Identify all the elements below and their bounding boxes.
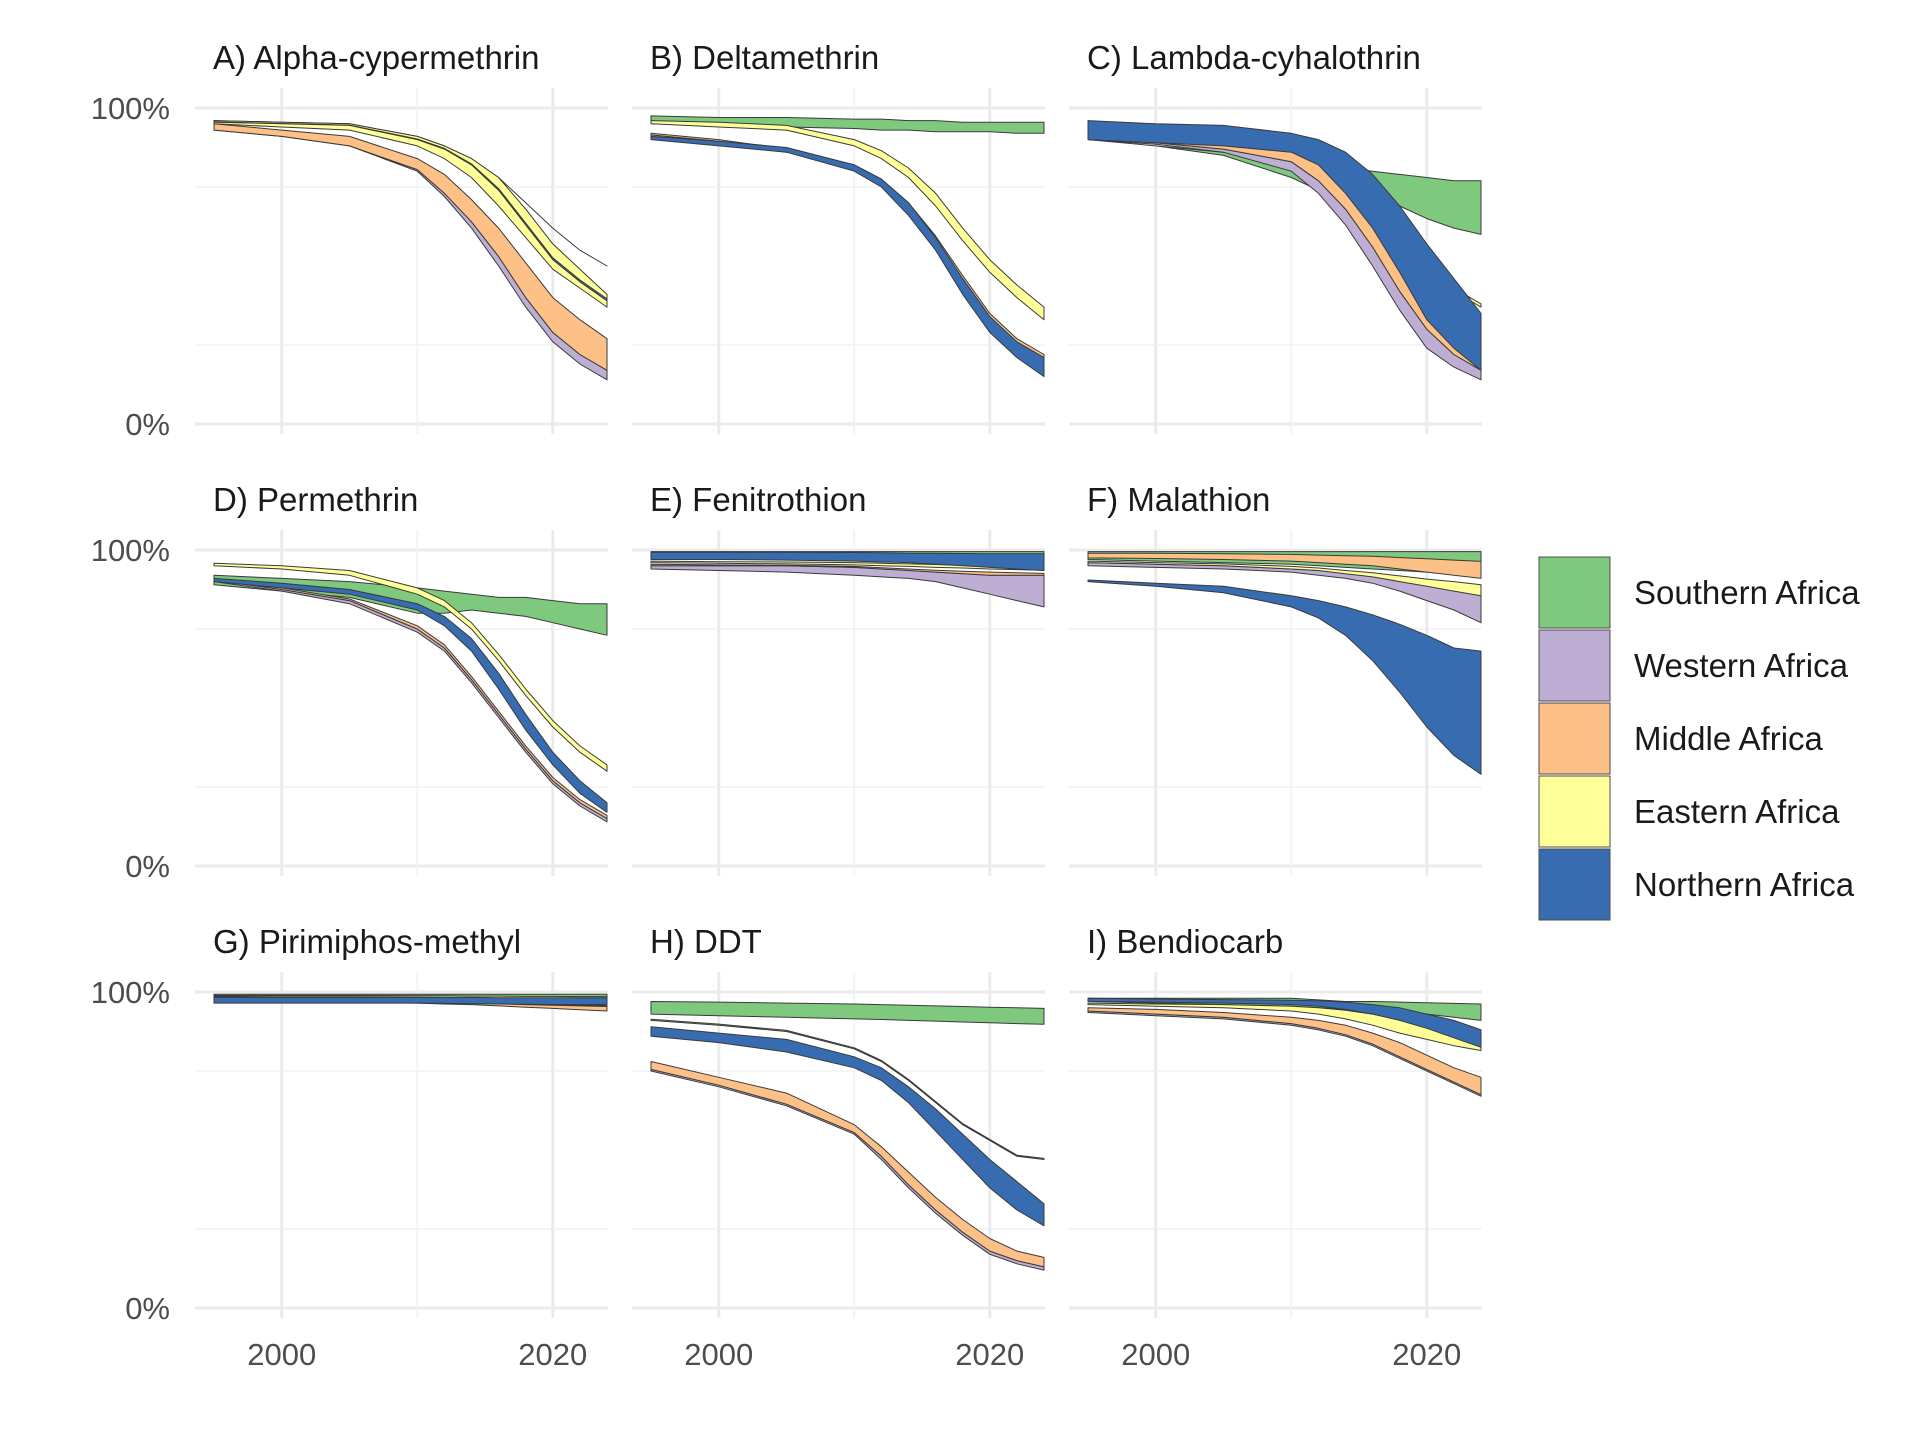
panel-i-bendiocarb: I) Bendiocarb [1069, 923, 1482, 1318]
panel-grid [632, 972, 1045, 1318]
legend-item-northern-africa: Northern Africa [1538, 848, 1855, 921]
panel-title: F) Malathion [1087, 481, 1270, 518]
panel-title: G) Pirimiphos-methyl [213, 923, 521, 960]
band-middle-africa [1087, 1007, 1482, 1096]
band-northern-africa [650, 135, 1045, 378]
band-northern-africa [213, 577, 608, 813]
band-eastern-africa [213, 562, 608, 772]
panel-title: E) Fenitrothion [650, 481, 866, 518]
band-eastern-africa [650, 1018, 1045, 1160]
panel-h-ddt: H) DDT [632, 923, 1045, 1318]
x-tick-label: 2000 [247, 1337, 316, 1372]
x-tick-label: 2000 [1121, 1337, 1190, 1372]
band-northern-africa [1087, 120, 1482, 371]
legend-label: Northern Africa [1634, 866, 1855, 903]
band-northern-africa [650, 551, 1045, 571]
band-northern-africa [213, 121, 608, 302]
panel-title: H) DDT [650, 923, 762, 960]
panel-f-malathion: F) Malathion [1069, 481, 1482, 876]
panel-grid [632, 88, 1045, 434]
band-northern-africa [650, 1026, 1045, 1227]
legend-label: Western Africa [1634, 647, 1849, 684]
band-middle-africa [650, 563, 1045, 576]
legend-swatch [1538, 848, 1611, 921]
y-tick-label: 100% [91, 533, 170, 568]
band-northern-africa [1087, 997, 1482, 1048]
y-tick-label: 0% [125, 849, 170, 884]
panel-title: B) Deltamethrin [650, 39, 879, 76]
legend-swatch [1538, 775, 1611, 848]
band-middle-africa [213, 577, 608, 820]
legend-swatch [1538, 556, 1611, 629]
band-northern-africa [213, 996, 608, 1006]
band-middle-africa [213, 123, 608, 371]
band-eastern-africa [1087, 560, 1482, 597]
panel-title: I) Bendiocarb [1087, 923, 1283, 960]
y-tick-label: 100% [91, 91, 170, 126]
band-southern-africa [650, 1001, 1045, 1025]
panel-c-lambda-cyhalothrin: C) Lambda-cyhalothrin [1069, 39, 1482, 434]
y-tick-label: 0% [125, 407, 170, 442]
panel-title: D) Permethrin [213, 481, 418, 518]
band-eastern-africa [213, 120, 608, 308]
panel-e-fenitrothion: E) Fenitrothion [632, 481, 1045, 876]
x-tick-label: 2020 [518, 1337, 587, 1372]
legend-item-southern-africa: Southern Africa [1538, 556, 1860, 629]
band-middle-africa [1087, 552, 1482, 579]
panel-d-permethrin: D) Permethrin [195, 481, 608, 876]
y-tick-label: 0% [125, 1291, 170, 1326]
panel-title: A) Alpha-cypermethrin [213, 39, 539, 76]
panel-g-pirimiphos-methyl: G) Pirimiphos-methyl [195, 923, 608, 1318]
band-eastern-africa [650, 120, 1045, 321]
legend-swatch [1538, 629, 1611, 702]
x-tick-label: 2020 [1392, 1337, 1461, 1372]
panel-a-alpha-cypermethrin: A) Alpha-cypermethrin [195, 39, 608, 434]
band-southern-africa [650, 115, 1045, 134]
legend-swatch [1538, 702, 1611, 775]
x-tick-label: 2000 [684, 1337, 753, 1372]
legend-item-eastern-africa: Eastern Africa [1538, 775, 1840, 848]
legend-label: Eastern Africa [1634, 793, 1840, 830]
x-tick-label: 2020 [955, 1337, 1024, 1372]
y-tick-label: 100% [91, 975, 170, 1010]
band-middle-africa [650, 1061, 1045, 1268]
chart-legend: Southern Africa Western Africa Middle Afri… [1538, 556, 1860, 921]
legend-label: Southern Africa [1634, 574, 1860, 611]
band-northern-africa [1087, 579, 1482, 775]
chart-panels: A) Alpha-cypermethrin B) Deltamethrin C) L… [195, 39, 1482, 1318]
legend-item-middle-africa: Middle Africa [1538, 702, 1824, 775]
panel-grid [195, 530, 608, 876]
panel-grid [195, 972, 608, 1318]
panel-b-deltamethrin: B) Deltamethrin [632, 39, 1045, 434]
legend-label: Middle Africa [1634, 720, 1824, 757]
chart-axes: 0% 100% 0% 100% 0% 100% 2000 2020 2000 2020 2000 20… [91, 91, 1462, 1372]
legend-item-western-africa: Western Africa [1538, 629, 1849, 702]
panel-grid [1069, 530, 1482, 876]
panel-grid [1069, 972, 1482, 1318]
band-eastern-africa [1087, 1002, 1482, 1051]
panel-title: C) Lambda-cyhalothrin [1087, 39, 1421, 76]
